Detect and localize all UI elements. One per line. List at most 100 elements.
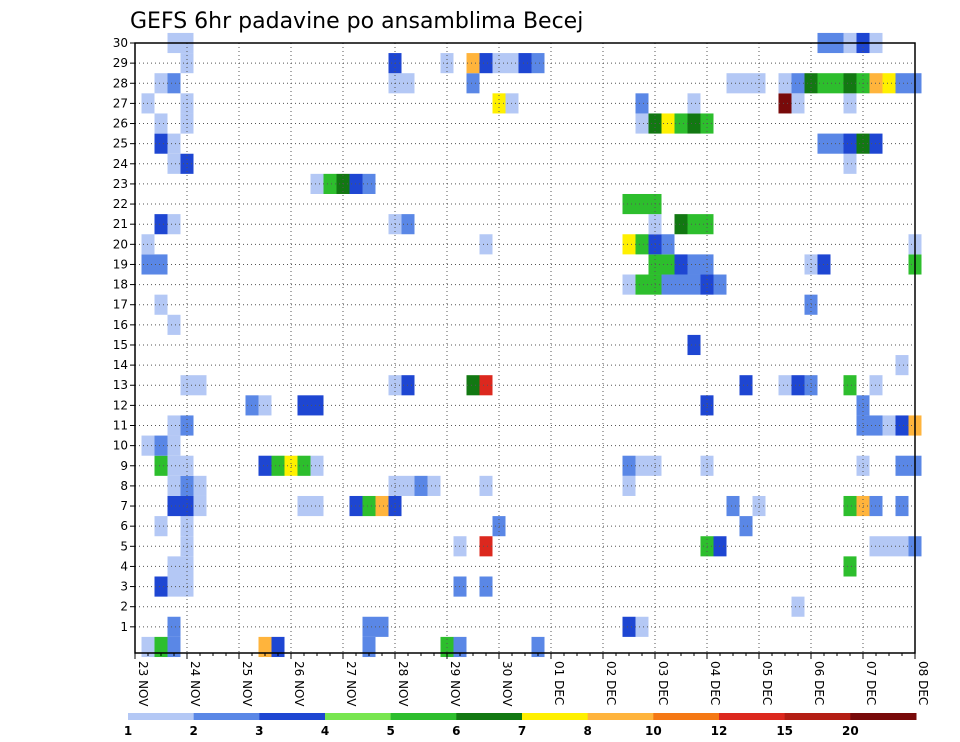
y-tick-label: 3	[120, 580, 128, 594]
heatmap-cell	[167, 576, 181, 597]
y-tick-label: 23	[113, 177, 128, 191]
colorbar-swatch	[850, 713, 917, 720]
y-tick-label: 27	[113, 96, 128, 110]
heatmap-cell	[739, 516, 753, 537]
heatmap-cell	[466, 375, 480, 396]
heatmap-cell	[362, 636, 376, 658]
y-tick-label: 19	[113, 257, 128, 271]
heatmap-cell	[167, 73, 181, 94]
y-tick-label: 22	[113, 197, 128, 211]
colorbar-swatch	[325, 713, 392, 720]
heatmap-cell	[674, 254, 688, 275]
heatmap-cell	[687, 274, 701, 295]
y-tick-label: 8	[120, 479, 128, 493]
heatmap-cell	[375, 495, 389, 517]
heatmap-cell	[427, 475, 441, 496]
colorbar-swatch	[719, 713, 786, 720]
colorbar-label: 7	[518, 724, 526, 738]
heatmap-cell	[453, 636, 467, 658]
heatmap-cell	[167, 475, 181, 496]
y-tick-label: 28	[113, 76, 128, 90]
heatmap-cell	[843, 73, 857, 94]
heatmap-cell	[778, 375, 792, 396]
y-tick-label: 10	[113, 439, 128, 453]
heatmap-cell	[258, 395, 272, 416]
y-tick-label: 7	[120, 499, 128, 513]
heatmap-cell	[323, 173, 337, 194]
heatmap-cell	[895, 495, 909, 517]
heatmap-cell	[310, 173, 324, 194]
colorbar-swatch	[128, 713, 195, 720]
x-tick-label: 28 NOV	[396, 661, 410, 707]
heatmap-cell	[726, 73, 740, 94]
heatmap-cell	[440, 636, 454, 658]
y-axis: 1234567891011121314151617181920212223242…	[113, 36, 135, 634]
colorbar-label: 5	[386, 724, 394, 738]
x-tick-label: 23 NOV	[136, 661, 150, 707]
colorbar-swatch	[259, 713, 326, 720]
x-tick-label: 29 NOV	[448, 661, 462, 707]
heatmap-cell	[674, 214, 688, 235]
heatmap-cell	[167, 556, 181, 577]
colorbar-swatch	[522, 713, 589, 720]
heatmap-cell	[830, 133, 844, 154]
heatmap-cell	[687, 334, 701, 356]
heatmap-cell	[167, 455, 181, 476]
x-tick-label: 08 DEC	[916, 661, 930, 705]
heatmap-cell	[895, 73, 909, 94]
heatmap-cell	[362, 173, 376, 194]
heatmap-cell	[271, 636, 285, 658]
x-axis: 23 NOV 24 NOV 25 NOV 26 NOV 27 NOV 28 NOV 29 N…	[134, 653, 930, 707]
heatmap-cell	[791, 375, 805, 396]
heatmap-cell	[531, 636, 545, 658]
x-tick-label: 04 DEC	[708, 661, 722, 705]
heatmap-cell	[687, 113, 701, 134]
y-tick-label: 6	[120, 519, 128, 533]
y-tick-label: 1	[120, 620, 128, 634]
heatmap-cell	[479, 234, 493, 255]
x-tick-label: 02 DEC	[604, 661, 618, 705]
colorbar-label: 1	[124, 724, 132, 738]
y-tick-label: 16	[113, 318, 128, 332]
heatmap-cell	[895, 355, 909, 376]
heatmap-cell	[791, 93, 805, 114]
heatmap-cell	[154, 636, 168, 658]
heatmap-cell	[843, 93, 857, 114]
x-tick-label: 06 DEC	[812, 661, 826, 705]
heatmap-cell	[154, 516, 168, 537]
y-tick-label: 2	[120, 600, 128, 614]
heatmap-cell	[154, 254, 168, 275]
heatmap-cell	[687, 93, 701, 114]
x-tick-label: 01 DEC	[552, 661, 566, 705]
heatmap-cell	[362, 495, 376, 517]
y-tick-label: 29	[113, 56, 128, 70]
heatmap-cell	[479, 475, 493, 496]
y-tick-label: 18	[113, 278, 128, 292]
heatmap-cell	[466, 73, 480, 94]
colorbar-label: 10	[645, 724, 662, 738]
heatmap-cell	[739, 375, 753, 396]
heatmap-cell	[167, 495, 181, 517]
heatmap-cell	[310, 495, 324, 517]
colorbar-swatch	[193, 713, 260, 720]
x-tick-label: 24 NOV	[188, 661, 202, 707]
colorbar-label: 4	[321, 724, 329, 738]
y-tick-label: 14	[113, 358, 128, 372]
heatmap-cell	[154, 133, 168, 154]
x-tick-label: 05 DEC	[760, 661, 774, 705]
colorbar-label: 2	[189, 724, 197, 738]
heatmap-cell	[778, 73, 792, 94]
heatmap-cell	[310, 455, 324, 476]
y-tick-label: 20	[113, 237, 128, 251]
x-tick-label: 03 DEC	[656, 661, 670, 705]
heatmap-cell	[167, 133, 181, 154]
x-tick-label: 27 NOV	[344, 661, 358, 707]
colorbar-swatch	[784, 713, 851, 720]
y-tick-label: 9	[120, 459, 128, 473]
heatmap-cells	[141, 32, 922, 658]
heatmap-cell	[167, 616, 181, 637]
colorbar-label: 12	[711, 724, 728, 738]
heatmap-cell	[622, 616, 636, 637]
heatmap-cell	[479, 53, 493, 74]
heatmap-cell	[167, 415, 181, 436]
